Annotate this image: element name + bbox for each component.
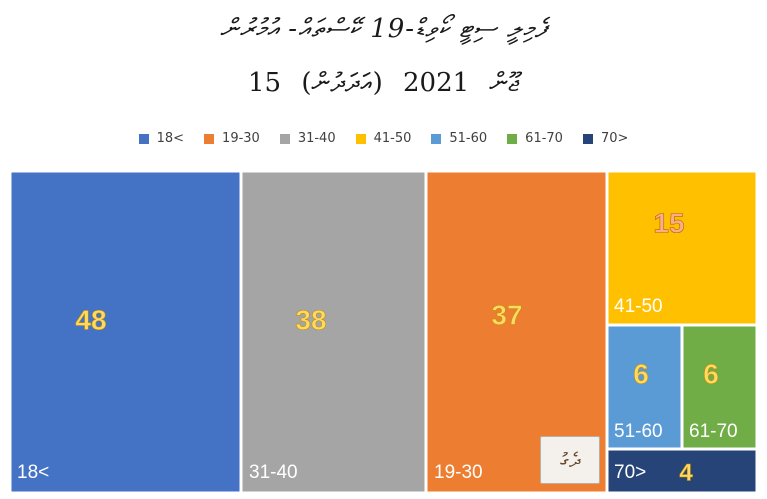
treemap-category-label: 61-70: [689, 421, 738, 442]
legend-swatch: [431, 133, 442, 144]
treemap-value-label: 6: [703, 358, 719, 389]
chart-subtitle: 15 ޖޫން 2021 (އަދަދުން): [0, 68, 767, 99]
legend-item: 19-30: [204, 131, 260, 146]
treemap-value-label: 37: [491, 299, 522, 330]
treemap-value-label: 4: [679, 459, 693, 486]
treemap-value-label: 38: [295, 304, 326, 335]
legend-swatch: [279, 133, 290, 144]
treemap-category-label: 51-60: [614, 421, 663, 442]
legend-label: 61-70: [525, 131, 563, 146]
legend-label: 18<: [156, 131, 185, 146]
treemap-tile: [11, 172, 240, 492]
legend-swatch: [355, 133, 366, 144]
legend-label: 70>: [600, 131, 629, 146]
legend-label: 41-50: [373, 131, 412, 146]
treemap-value-label: 48: [75, 304, 106, 335]
treemap-value-label: 15: [653, 207, 684, 238]
legend-item: 70>: [582, 131, 629, 146]
legend-label: 51-60: [449, 131, 488, 146]
treemap-value-label: 6: [633, 358, 649, 389]
treemap-category-label: 18<: [17, 462, 49, 483]
subtitle-month: ޖޫން: [489, 68, 519, 98]
legend-item: 31-40: [279, 131, 336, 146]
treemap-tile: [242, 172, 425, 492]
legend: 18< 19-30 31-40 41-50 51-60 61-70 70>: [0, 131, 767, 146]
watermark-logo: ދެގު: [540, 436, 600, 484]
legend-label: 19-30: [222, 131, 260, 146]
legend-item: 61-70: [507, 131, 563, 146]
treemap-category-label: 70>: [614, 462, 646, 483]
subtitle-note: (އަދަދުން): [301, 68, 383, 98]
legend-label: 31-40: [297, 131, 336, 146]
treemap-category-label: 31-40: [249, 462, 298, 483]
treemap-tile: [608, 450, 756, 492]
subtitle-day: 15: [248, 68, 282, 98]
legend-item: 41-50: [355, 131, 412, 146]
treemap-tile: [683, 326, 756, 448]
logo-mark: ދެގު: [560, 448, 580, 472]
legend-swatch: [582, 133, 593, 144]
subtitle-year: 2021: [402, 68, 470, 98]
legend-item: 18<: [138, 131, 185, 146]
legend-swatch: [507, 133, 518, 144]
legend-swatch: [138, 133, 149, 144]
legend-swatch: [204, 133, 215, 144]
legend-item: 51-60: [431, 131, 487, 146]
treemap-tile: [608, 172, 756, 324]
treemap-tile: [608, 326, 681, 448]
treemap-category-label: 41-50: [614, 296, 663, 317]
treemap-category-label: 19-30: [434, 462, 483, 483]
chart-title: ފެމިލީ ސިޓީ ކޯވިޑް-19 ކޭސްތައް- އުމުރުން: [219, 14, 548, 44]
